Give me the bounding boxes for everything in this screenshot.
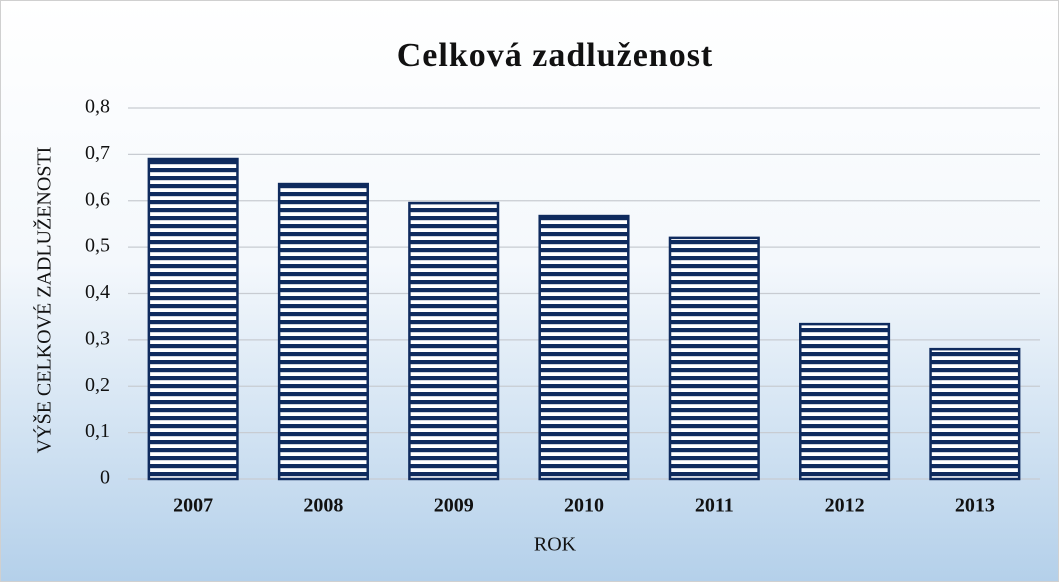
y-tick-label: 0,1: [85, 420, 110, 442]
x-tick-label: 2011: [695, 495, 734, 517]
bar: [277, 182, 369, 481]
bar: [408, 201, 500, 481]
chart-title: Celková zadluženost: [397, 37, 714, 74]
bar: [147, 157, 239, 481]
y-axis-label: VÝŠE CELKOVÉ ZADLUŽENOSTI: [32, 147, 56, 454]
x-tick-label: 2013: [955, 495, 995, 517]
bar: [668, 236, 760, 481]
y-tick-label: 0,2: [85, 374, 110, 396]
bar: [538, 214, 630, 481]
x-tick-label: 2009: [434, 495, 474, 517]
y-tick-label: 0,5: [85, 235, 110, 257]
y-tick-label: 0,4: [85, 281, 110, 303]
x-tick-label: 2008: [303, 495, 343, 517]
y-tick-label: 0,6: [85, 188, 110, 210]
y-tick-label: 0,7: [85, 142, 110, 164]
x-tick-label: 2010: [564, 495, 604, 517]
bar: [929, 347, 1021, 481]
y-tick-label: 0: [100, 467, 110, 489]
x-tick-label: 2012: [825, 495, 865, 517]
bar: [799, 322, 891, 481]
y-tick-label: 0,3: [85, 327, 110, 349]
y-tick-label: 0,8: [85, 96, 110, 118]
x-tick-label: 2007: [173, 495, 213, 517]
x-axis-label: ROK: [534, 534, 577, 556]
